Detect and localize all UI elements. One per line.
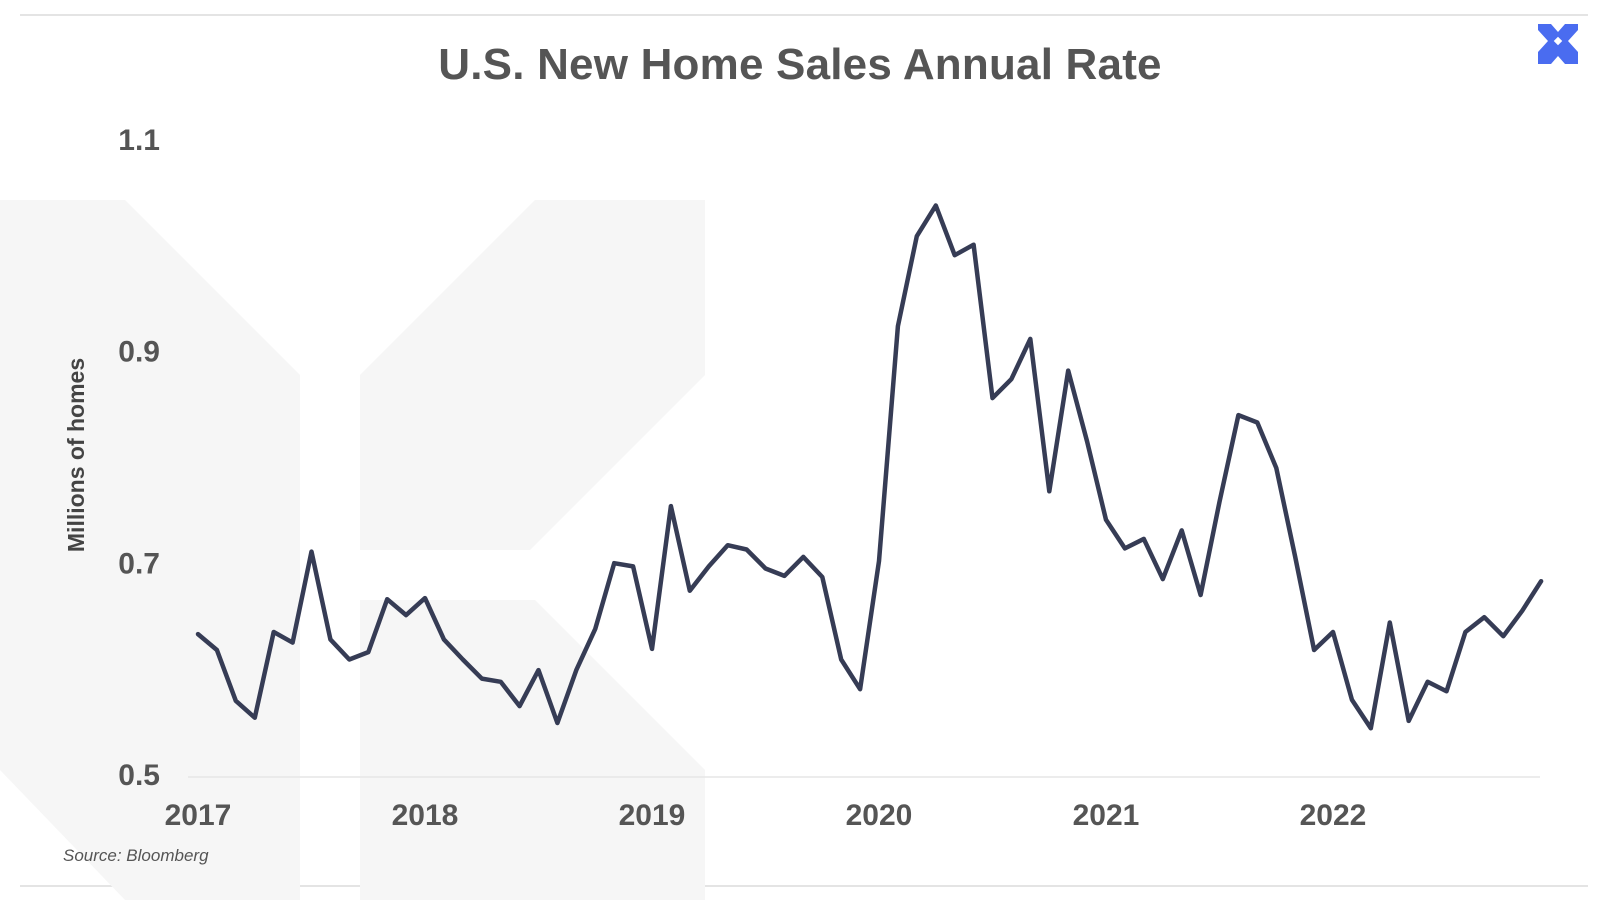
y-tick-label: 0.7 (118, 547, 160, 580)
x-tick-label: 2022 (1300, 799, 1367, 832)
series-line (195, 203, 1544, 731)
bottom-divider (20, 885, 1588, 887)
x-tick-label: 2018 (392, 799, 459, 832)
y-tick-label: 0.5 (118, 759, 160, 792)
x-tick-labels: 2017 2018 2019 2020 2021 2022 (165, 799, 1367, 832)
source-note: Source: Bloomberg (63, 846, 209, 865)
x-tick-label: 2017 (165, 799, 232, 832)
top-divider (20, 14, 1588, 16)
chart-title: U.S. New Home Sales Annual Rate (438, 40, 1162, 89)
y-tick-label: 0.9 (118, 336, 160, 369)
x-tick-label: 2021 (1073, 799, 1140, 832)
x-logo-icon (1538, 24, 1578, 64)
x-tick-label: 2019 (619, 799, 686, 832)
series-layer (195, 203, 1544, 731)
y-tick-label: 1.1 (118, 124, 160, 157)
y-axis-title: Millions of homes (63, 358, 89, 552)
x-tick-label: 2020 (846, 799, 913, 832)
y-tick-labels: 0.5 0.7 0.9 1.1 (118, 124, 160, 792)
